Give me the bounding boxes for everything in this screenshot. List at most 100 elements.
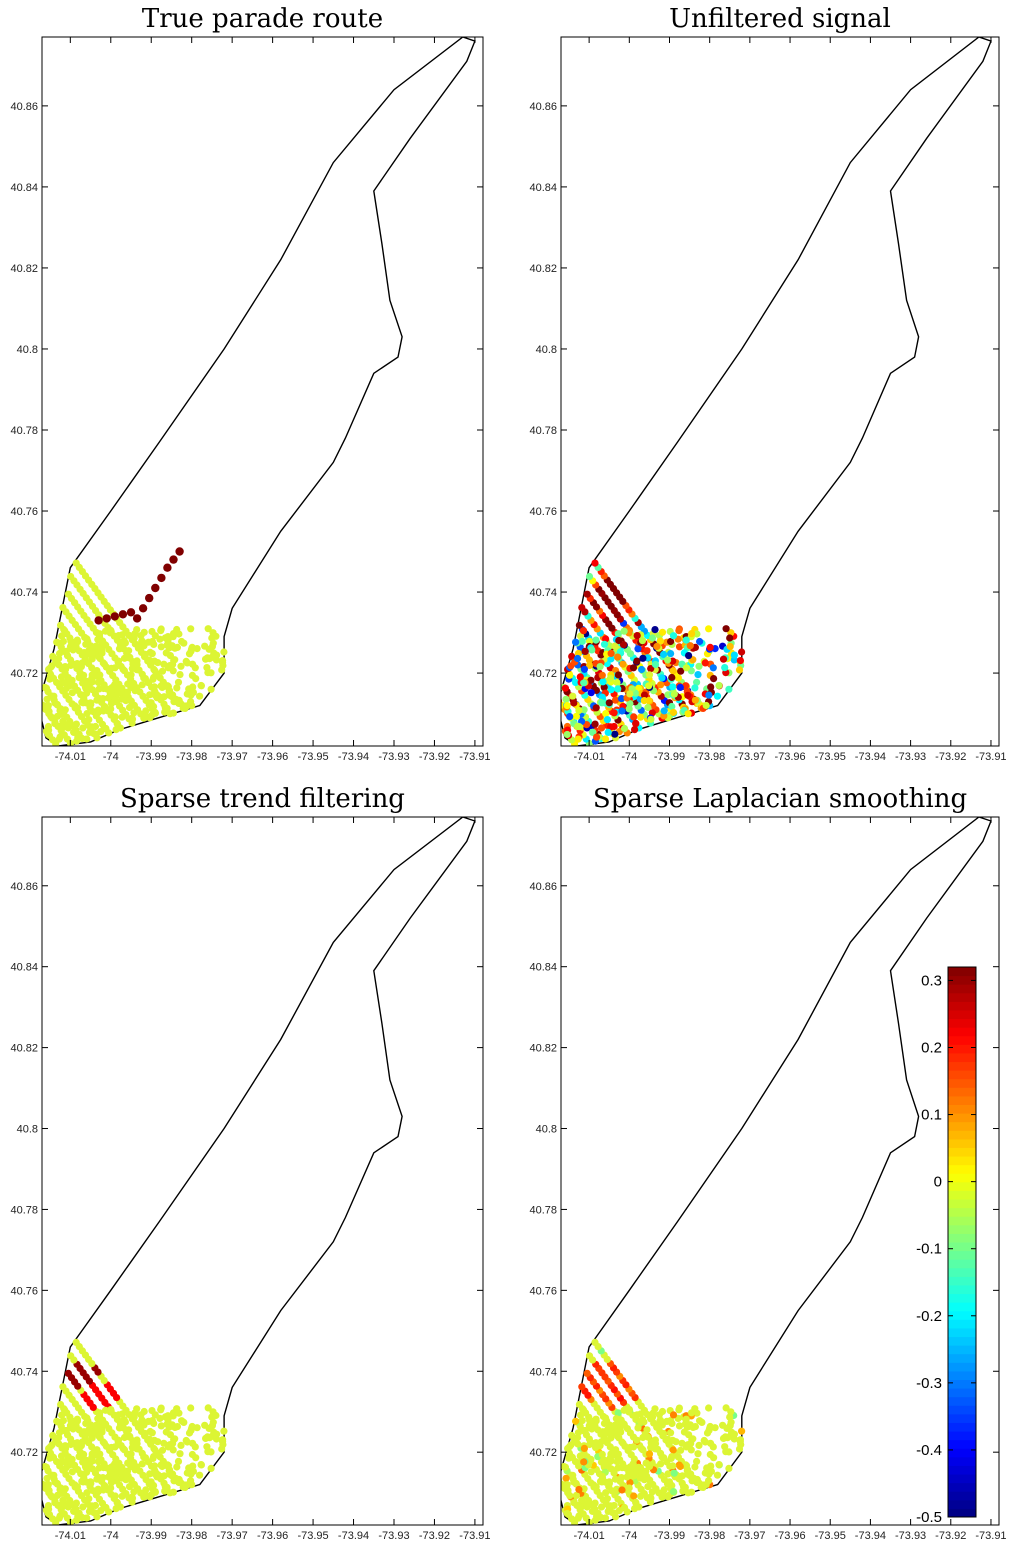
node-point (688, 630, 696, 638)
node-point (620, 627, 628, 635)
node-point (596, 663, 604, 671)
colorbar: 0.3 0.2 0.1 0 -0.1 -0.2 -0.3 -0.4 -0.5 (916, 966, 977, 1526)
node-point (651, 660, 660, 669)
node-point (80, 671, 88, 679)
node-point (125, 647, 133, 655)
colorbar-segment (948, 1018, 976, 1028)
y-tick-label: 40.84 (529, 962, 557, 974)
node-point (53, 712, 62, 720)
y-tick-label: 40.72 (10, 668, 38, 680)
node-point (581, 647, 589, 656)
node-point (47, 1492, 55, 1500)
x-tick-label: -73.97 (734, 1530, 765, 1542)
node-point (719, 655, 728, 663)
node-point (597, 1503, 606, 1511)
node-point (684, 1470, 692, 1478)
node-point (658, 1407, 667, 1416)
colorbar-segment (948, 1276, 976, 1286)
node-point (578, 604, 586, 612)
node-point (625, 705, 633, 713)
node-point (151, 632, 159, 640)
node-point (656, 637, 665, 645)
node-point (588, 646, 596, 654)
colorbar-segment (948, 1147, 976, 1157)
node-point (169, 1409, 178, 1417)
y-tick-label: 40.8 (17, 344, 38, 356)
node-point (67, 1440, 75, 1449)
node-point (575, 1502, 583, 1510)
node-point (208, 634, 216, 642)
node-point (95, 653, 103, 661)
node-point (107, 1484, 115, 1492)
x-tick-label: -73.92 (419, 751, 450, 763)
colorbar-segment (948, 1491, 976, 1501)
node-point (157, 1406, 165, 1414)
node-point (591, 720, 599, 728)
y-tick-label: 40.78 (529, 1204, 557, 1216)
node-point (150, 702, 158, 711)
node-point (133, 660, 141, 669)
node-point (651, 626, 659, 634)
x-tick-label: -73.98 (694, 1530, 725, 1542)
node-point (707, 1462, 715, 1470)
node-point (631, 726, 639, 734)
node-point (592, 1483, 600, 1491)
node-point (579, 627, 588, 635)
node-point (80, 678, 88, 686)
node-point (72, 1338, 80, 1346)
node-point (603, 1495, 612, 1503)
node-point (207, 685, 215, 693)
node-point (736, 657, 745, 665)
node-point (72, 559, 80, 567)
colorbar-segment (948, 1267, 976, 1277)
node-point (722, 1404, 730, 1412)
node-point (709, 1443, 717, 1451)
node-point (177, 1441, 185, 1449)
node-point (197, 1461, 205, 1469)
node-point (202, 1434, 210, 1442)
node-point (59, 637, 67, 646)
node-point (684, 1489, 692, 1497)
node-point (705, 691, 713, 699)
node-point (682, 664, 691, 672)
y-tick-label: 40.82 (529, 1043, 557, 1055)
node-point (158, 1462, 166, 1471)
node-point (50, 692, 58, 700)
x-tick-label: -73.96 (774, 751, 805, 763)
colorbar-segment (948, 967, 976, 977)
node-point (614, 1432, 622, 1440)
plot-area (42, 817, 476, 1525)
node-point (57, 673, 66, 681)
node-point (695, 662, 703, 670)
node-point (100, 1439, 108, 1447)
node-point (604, 1507, 612, 1515)
y-tick-label: 40.76 (10, 506, 38, 518)
node-point (219, 1436, 227, 1444)
node-point (79, 699, 87, 707)
node-point (669, 632, 678, 640)
node-point (561, 684, 570, 692)
colorbar-segment (948, 1052, 976, 1063)
x-tick-label: -74 (103, 751, 119, 763)
node-point (57, 1452, 66, 1460)
node-point (44, 702, 52, 710)
colorbar-segment (948, 1284, 976, 1295)
node-point (643, 647, 651, 655)
node-point (601, 735, 610, 743)
y-tick-label: 40.86 (529, 881, 557, 893)
node-point (173, 696, 181, 704)
parade-point (163, 563, 172, 572)
node-point (669, 683, 677, 691)
node-point (126, 682, 134, 690)
x-tick-label: -73.94 (855, 1530, 886, 1542)
node-point (583, 590, 591, 598)
node-point (613, 678, 621, 687)
node-point (128, 665, 136, 673)
node-point (701, 1438, 709, 1446)
node-point (568, 1431, 576, 1440)
node-point (57, 1400, 65, 1409)
node-point (55, 1434, 63, 1442)
node-point (605, 1478, 613, 1486)
node-point (62, 665, 70, 673)
node-point (676, 1462, 684, 1471)
